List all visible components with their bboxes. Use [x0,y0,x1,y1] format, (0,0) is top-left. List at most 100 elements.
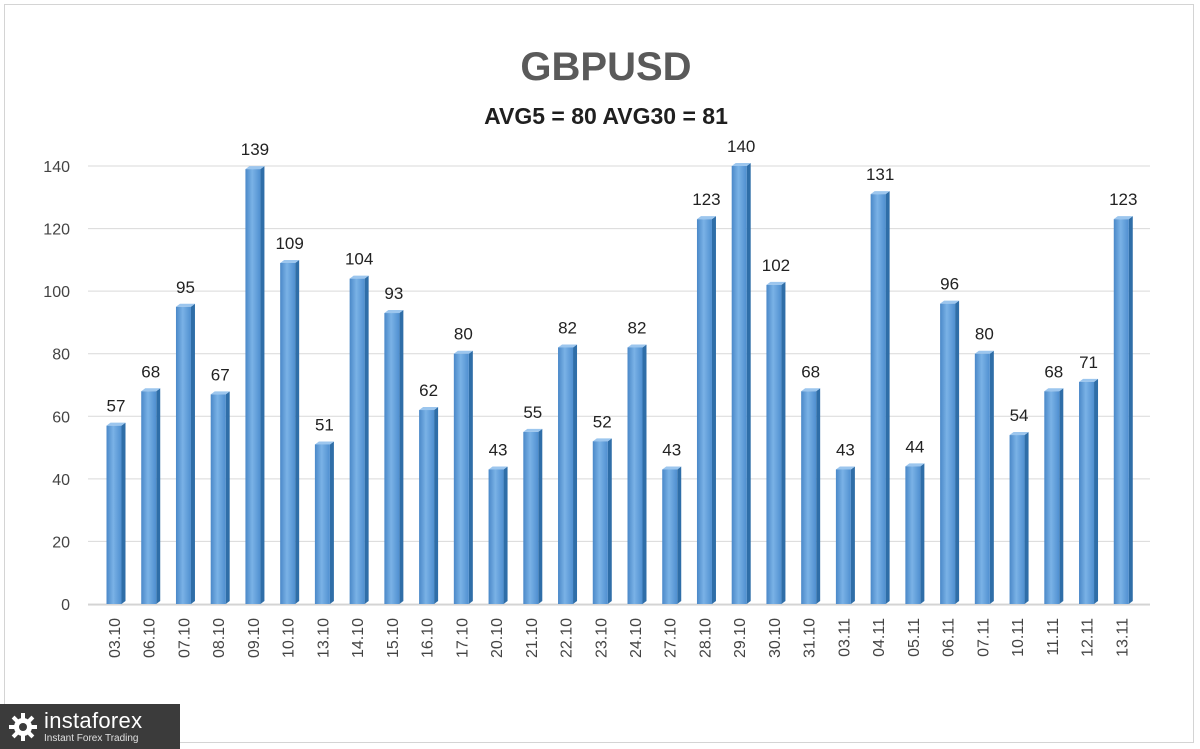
x-tick-label: 21.10 [524,618,541,658]
bar [314,441,334,604]
x-tick-label: 31.10 [802,618,819,658]
bar [731,163,751,604]
data-label: 52 [593,412,612,431]
instaforex-logo: instaforex Instant Forex Trading [0,704,180,749]
data-label: 104 [345,250,373,269]
chart-subtitle: AVG5 = 80 AVG30 = 81 [484,103,728,129]
x-tick-label: 14.10 [350,618,367,658]
bar [175,303,195,604]
data-label: 96 [940,275,959,294]
x-tick-label: 17.10 [454,618,471,658]
data-label: 51 [315,415,334,434]
bar [662,466,682,604]
x-tick-label: 09.10 [246,618,263,658]
y-tick-label: 40 [52,472,70,489]
bar [210,391,230,604]
data-label: 140 [727,137,755,156]
y-tick-label: 140 [43,159,70,176]
data-label: 67 [211,365,230,384]
x-tick-label: 16.10 [420,618,437,658]
x-tick-label: 07.11 [975,618,992,657]
bar [453,350,473,604]
data-label: 55 [523,403,542,422]
y-tick-label: 120 [43,222,70,239]
gear-icon [9,712,37,741]
x-tick-label: 12.11 [1080,618,1097,657]
x-tick-label: 08.10 [211,618,228,658]
chart-frame [4,4,1194,743]
data-label: 80 [975,325,994,344]
bar [384,310,404,604]
data-label: 95 [176,278,195,297]
x-tick-label: 28.10 [697,618,714,658]
x-tick-label: 03.10 [107,618,124,658]
x-tick-label: 27.10 [663,618,680,658]
x-tick-label: 23.10 [593,618,610,658]
x-tick-label: 07.10 [176,618,193,658]
bar [106,422,126,604]
data-label: 82 [628,318,647,337]
bar [801,388,821,604]
chart-title: GBPUSD [520,45,691,89]
data-label: 102 [762,256,790,275]
bar [523,428,543,604]
data-label: 44 [905,437,924,456]
data-label: 68 [141,362,160,381]
x-tick-label: 24.10 [628,618,645,658]
y-tick-label: 20 [52,534,70,551]
bar [940,300,960,604]
x-tick-label: 13.11 [1114,618,1131,657]
x-tick-label: 10.11 [1010,618,1027,657]
bar [419,407,439,604]
x-tick-label: 04.11 [871,618,888,657]
data-label: 139 [241,140,269,159]
data-label: 68 [1044,362,1063,381]
bar [592,438,612,604]
data-label: 54 [1010,406,1029,425]
bar [1009,432,1029,604]
logo-brand: instaforex [44,707,143,733]
logo-tagline: Instant Forex Trading [44,732,139,744]
bar [245,166,265,604]
x-tick-label: 20.10 [489,618,506,658]
bar [974,350,994,604]
x-tick-label: 03.11 [836,618,853,657]
bar [1044,388,1064,604]
bar [1113,216,1133,604]
data-label: 71 [1079,353,1098,372]
y-tick-label: 0 [61,597,70,614]
bar [558,344,578,604]
y-tick-label: 60 [52,409,70,426]
bar [280,259,300,604]
bar [766,281,786,604]
x-tick-label: 13.10 [315,618,332,658]
data-label: 82 [558,318,577,337]
data-label: 43 [836,440,855,459]
data-label: 57 [107,397,126,416]
data-label: 43 [489,440,508,459]
bar [835,466,855,604]
data-label: 123 [1109,190,1137,209]
data-label: 62 [419,381,438,400]
data-label: 131 [866,165,894,184]
y-tick-label: 100 [43,284,70,301]
x-tick-label: 29.10 [732,618,749,658]
bar [1079,378,1099,604]
bar [696,216,716,604]
data-label: 80 [454,325,473,344]
y-tick-label: 80 [52,347,70,364]
x-tick-label: 15.10 [385,618,402,658]
data-label: 123 [692,190,720,209]
data-label: 93 [384,284,403,303]
x-tick-label: 06.11 [941,618,958,657]
bar [870,191,890,604]
bar [905,463,925,604]
x-tick-label: 30.10 [767,618,784,658]
data-label: 43 [662,440,681,459]
bar [141,388,161,604]
x-tick-label: 05.11 [906,618,923,657]
x-tick-label: 11.11 [1045,618,1062,656]
bar [349,275,369,604]
bar [627,344,647,604]
